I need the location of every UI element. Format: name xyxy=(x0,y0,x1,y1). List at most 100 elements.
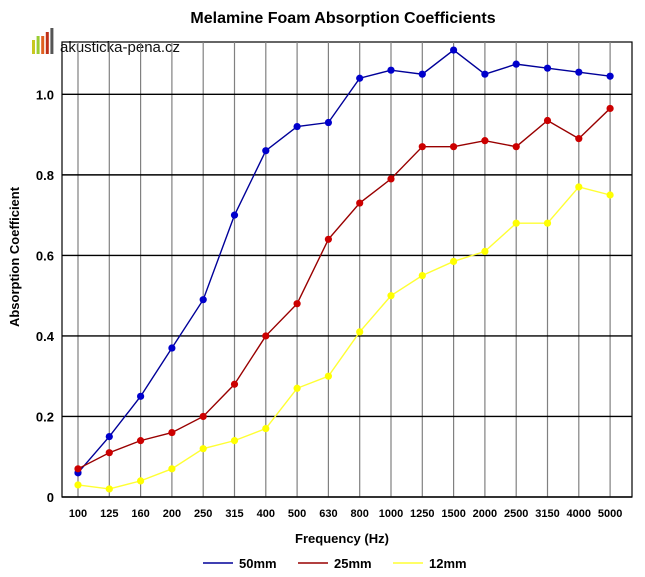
data-point-12mm xyxy=(230,437,239,445)
grid xyxy=(61,41,633,498)
x-tick-label: 4000 xyxy=(567,508,591,520)
data-point-12mm xyxy=(543,219,552,227)
data-point-12mm xyxy=(74,481,82,489)
y-tick-label: 0 xyxy=(47,490,54,505)
x-tick-label: 3150 xyxy=(535,508,559,520)
data-point-25mm xyxy=(168,428,176,437)
data-point-25mm xyxy=(512,143,520,151)
data-point-12mm xyxy=(387,292,395,300)
data-point-12mm xyxy=(481,247,489,255)
logo-bar xyxy=(41,36,45,54)
legend: 50mm 25mm 12mm xyxy=(203,556,467,571)
data-point-12mm xyxy=(293,384,301,392)
y-axis-label: Absorption Coefficient xyxy=(7,186,22,327)
legend-label: 50mm xyxy=(239,556,277,571)
data-point-50mm xyxy=(262,147,270,155)
logo-bars-icon xyxy=(32,28,54,54)
logo-text: akusticka-pena.cz xyxy=(60,39,180,56)
data-point-50mm xyxy=(543,64,552,72)
data-point-25mm xyxy=(230,380,239,388)
data-point-12mm xyxy=(105,485,113,493)
data-point-25mm xyxy=(356,199,364,207)
data-point-50mm xyxy=(575,68,583,76)
x-tick-label: 2000 xyxy=(473,508,497,520)
x-tick-label: 5000 xyxy=(598,508,622,520)
x-tick-label: 1000 xyxy=(379,508,403,520)
logo-bar xyxy=(32,40,35,54)
logo: akusticka-pena.cz xyxy=(32,28,180,56)
data-point-50mm xyxy=(199,296,207,304)
data-point-12mm xyxy=(137,477,145,485)
x-tick-label: 630 xyxy=(319,508,337,520)
data-point-12mm xyxy=(356,328,364,336)
data-point-50mm xyxy=(105,433,113,441)
data-point-50mm xyxy=(418,70,426,78)
y-tick-label: 0.4 xyxy=(36,329,55,344)
y-tick-label: 0.6 xyxy=(36,248,54,263)
data-point-25mm xyxy=(387,175,395,183)
data-point-50mm xyxy=(168,344,176,352)
data-point-25mm xyxy=(418,143,426,151)
y-tick-labels: 0 0.2 0.4 0.6 0.8 1.0 xyxy=(36,87,55,505)
chart-title: Melamine Foam Absorption Coefficients xyxy=(190,10,495,27)
x-tick-label: 400 xyxy=(257,508,275,520)
y-tick-label: 0.2 xyxy=(36,409,54,424)
data-point-25mm xyxy=(606,104,614,113)
data-point-25mm xyxy=(105,449,113,457)
x-tick-label: 500 xyxy=(288,508,306,520)
data-point-12mm xyxy=(262,424,270,433)
y-tick-label: 0.8 xyxy=(36,168,54,183)
data-point-25mm xyxy=(324,235,332,243)
data-point-12mm xyxy=(418,271,426,280)
data-point-50mm xyxy=(324,118,332,127)
data-point-50mm xyxy=(606,72,614,80)
data-point-12mm xyxy=(575,183,583,191)
data-point-25mm xyxy=(575,135,583,143)
x-tick-label: 200 xyxy=(163,508,181,520)
data-point-25mm xyxy=(481,137,489,145)
series-line-12mm xyxy=(77,186,611,490)
data-point-12mm xyxy=(199,445,207,453)
data-point-25mm xyxy=(262,332,270,340)
x-tick-label: 160 xyxy=(131,508,149,520)
x-tick-label: 2500 xyxy=(504,508,528,520)
data-point-50mm xyxy=(450,46,458,54)
data-point-12mm xyxy=(324,372,332,380)
x-tick-labels: 100 125 160 200 250 315 400 500 630 800 1000 1250 15… xyxy=(69,508,623,520)
legend-label: 25mm xyxy=(334,556,372,571)
data-point-12mm xyxy=(606,191,614,199)
x-tick-label: 250 xyxy=(194,508,212,520)
series-line-50mm xyxy=(77,49,611,474)
data-point-25mm xyxy=(450,143,458,151)
plot-border xyxy=(61,41,633,498)
x-tick-label: 125 xyxy=(100,508,118,520)
data-point-25mm xyxy=(74,465,82,473)
data-point-50mm xyxy=(387,66,395,74)
data-point-50mm xyxy=(481,70,489,78)
data-point-50mm xyxy=(230,211,239,219)
x-tick-label: 800 xyxy=(351,508,369,520)
legend-label: 12mm xyxy=(429,556,467,571)
logo-bar xyxy=(50,28,54,54)
x-tick-label: 1250 xyxy=(410,508,434,520)
logo-bar xyxy=(45,32,49,54)
data-point-25mm xyxy=(543,116,552,125)
x-tick-label: 100 xyxy=(69,508,87,520)
data-point-50mm xyxy=(356,74,364,82)
x-axis-label: Frequency (Hz) xyxy=(295,531,389,546)
data-point-50mm xyxy=(293,122,301,131)
data-point-25mm xyxy=(199,412,207,421)
series-line-25mm xyxy=(77,107,611,470)
data-point-12mm xyxy=(168,465,176,473)
data-point-12mm xyxy=(450,257,458,266)
data-point-50mm xyxy=(512,60,520,68)
data-point-25mm xyxy=(137,437,145,445)
y-tick-label: 1.0 xyxy=(36,87,54,102)
x-tick-label: 1500 xyxy=(441,508,465,520)
x-tick-label: 315 xyxy=(225,508,243,520)
data-point-50mm xyxy=(137,392,145,400)
series-lines xyxy=(74,46,614,493)
logo-bar xyxy=(36,36,40,54)
data-point-12mm xyxy=(512,219,520,227)
